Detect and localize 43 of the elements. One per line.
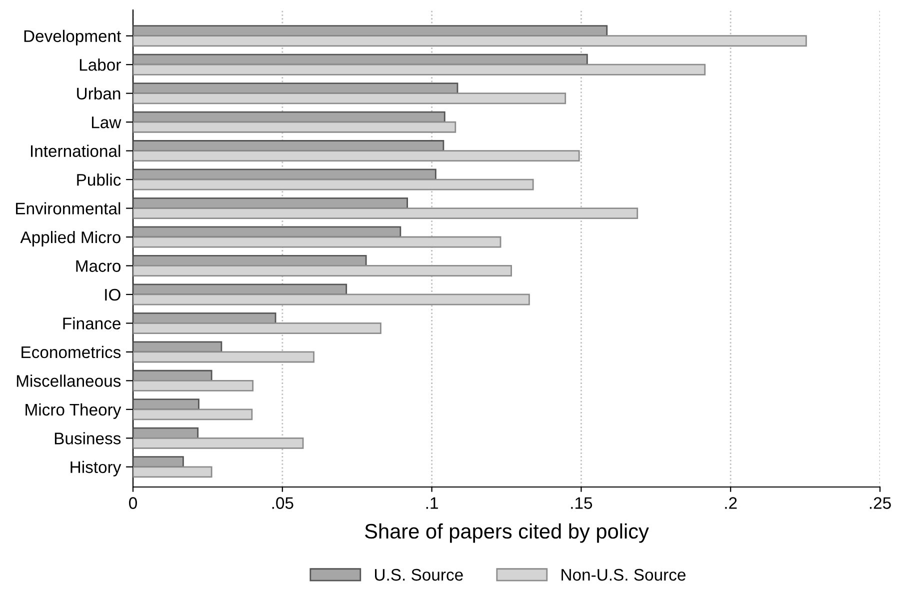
y-tick-label: Environmental — [16, 202, 120, 214]
y-tick-label: Public — [77, 173, 121, 186]
legend-label: U.S. Source — [375, 568, 463, 581]
x-tick-label: .15 — [571, 497, 592, 509]
x-tick-label: .05 — [272, 497, 294, 509]
bar — [133, 35, 807, 47]
bar — [133, 236, 502, 248]
bar — [133, 294, 530, 306]
y-tick-label: IO — [105, 288, 120, 301]
y-tick-label: Finance — [63, 317, 120, 330]
bar — [133, 408, 253, 420]
y-tick-label: Urban — [77, 87, 120, 100]
bar — [133, 437, 304, 449]
bar — [133, 322, 382, 334]
y-tick-label: Macro — [76, 260, 120, 272]
bar — [133, 265, 512, 276]
bar — [133, 178, 534, 190]
y-tick-label: History — [70, 460, 122, 476]
bar — [133, 150, 580, 162]
legend-label: Non-U.S. Source — [562, 568, 686, 581]
y-tick-label: Labor — [80, 58, 121, 71]
bar — [133, 341, 222, 353]
x-tick-label: .2 — [725, 497, 737, 509]
bar — [133, 351, 314, 363]
y-tick-label: Econometrics — [22, 346, 121, 358]
bar — [133, 380, 254, 392]
bar — [133, 284, 348, 296]
x-tick-label: .1 — [426, 497, 438, 509]
y-tick-label: Miscellaneous — [16, 374, 121, 387]
bar — [133, 64, 706, 76]
y-tick-label: Micro Theory — [26, 403, 122, 419]
y-tick-label: Applied Micro — [20, 230, 120, 247]
y-tick-label: International — [31, 144, 120, 158]
bar — [133, 208, 638, 220]
x-axis-title: Share of papers cited by policy — [365, 523, 649, 543]
x-tick-label: .25 — [870, 497, 891, 509]
y-tick-label: Business — [54, 432, 121, 444]
y-tick-label: Development — [24, 30, 122, 46]
bar — [133, 92, 566, 104]
x-tick-label: 0 — [129, 497, 137, 509]
y-tick-label: Law — [92, 116, 122, 128]
bar — [133, 466, 212, 478]
bar — [133, 121, 456, 133]
